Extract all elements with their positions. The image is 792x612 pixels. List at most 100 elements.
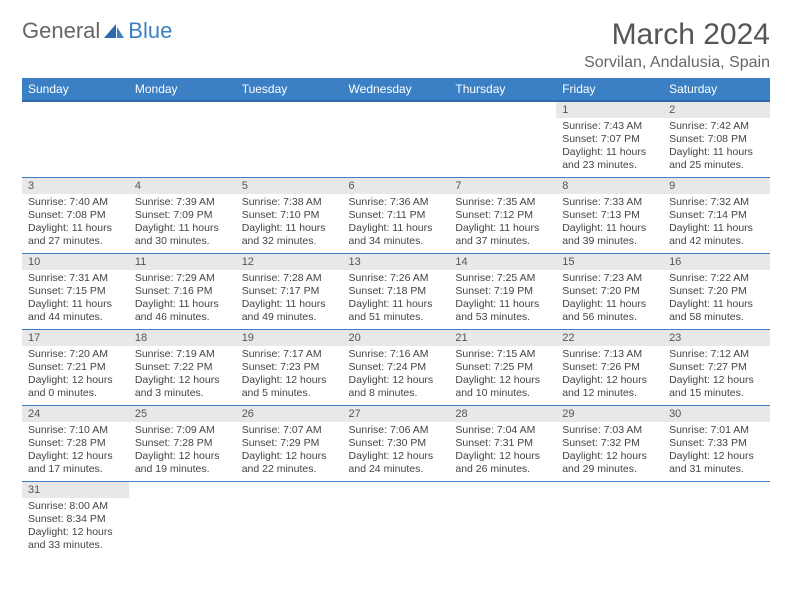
calendar-cell: 4Sunrise: 7:39 AMSunset: 7:09 PMDaylight…	[129, 177, 236, 253]
day-details: Sunrise: 7:06 AMSunset: 7:30 PMDaylight:…	[343, 422, 450, 481]
calendar-cell: 5Sunrise: 7:38 AMSunset: 7:10 PMDaylight…	[236, 177, 343, 253]
calendar-cell: 24Sunrise: 7:10 AMSunset: 7:28 PMDayligh…	[22, 405, 129, 481]
day-details: Sunrise: 7:04 AMSunset: 7:31 PMDaylight:…	[449, 422, 556, 481]
calendar-row: 10Sunrise: 7:31 AMSunset: 7:15 PMDayligh…	[22, 253, 770, 329]
day-details: Sunrise: 7:31 AMSunset: 7:15 PMDaylight:…	[22, 270, 129, 329]
day-number: 18	[129, 330, 236, 346]
header: General Blue March 2024 Sorvilan, Andalu…	[22, 18, 770, 72]
day-number: 17	[22, 330, 129, 346]
day-details: Sunrise: 7:26 AMSunset: 7:18 PMDaylight:…	[343, 270, 450, 329]
calendar-cell: 3Sunrise: 7:40 AMSunset: 7:08 PMDaylight…	[22, 177, 129, 253]
day-details: Sunrise: 7:12 AMSunset: 7:27 PMDaylight:…	[663, 346, 770, 405]
day-number: 3	[22, 178, 129, 194]
day-details: Sunrise: 7:03 AMSunset: 7:32 PMDaylight:…	[556, 422, 663, 481]
calendar-row: 3Sunrise: 7:40 AMSunset: 7:08 PMDaylight…	[22, 177, 770, 253]
calendar-cell	[343, 481, 450, 557]
day-number: 25	[129, 406, 236, 422]
calendar-cell: 23Sunrise: 7:12 AMSunset: 7:27 PMDayligh…	[663, 329, 770, 405]
day-number: 28	[449, 406, 556, 422]
calendar-cell: 17Sunrise: 7:20 AMSunset: 7:21 PMDayligh…	[22, 329, 129, 405]
day-details: Sunrise: 7:35 AMSunset: 7:12 PMDaylight:…	[449, 194, 556, 253]
day-number: 9	[663, 178, 770, 194]
day-details: Sunrise: 7:39 AMSunset: 7:09 PMDaylight:…	[129, 194, 236, 253]
weekday-header: Wednesday	[343, 78, 450, 101]
day-details: Sunrise: 7:43 AMSunset: 7:07 PMDaylight:…	[556, 118, 663, 177]
day-number: 26	[236, 406, 343, 422]
day-number: 16	[663, 254, 770, 270]
day-details: Sunrise: 7:22 AMSunset: 7:20 PMDaylight:…	[663, 270, 770, 329]
calendar-cell	[449, 101, 556, 177]
weekday-header: Monday	[129, 78, 236, 101]
day-details: Sunrise: 7:38 AMSunset: 7:10 PMDaylight:…	[236, 194, 343, 253]
calendar-cell: 9Sunrise: 7:32 AMSunset: 7:14 PMDaylight…	[663, 177, 770, 253]
day-number: 29	[556, 406, 663, 422]
day-details: Sunrise: 8:00 AMSunset: 8:34 PMDaylight:…	[22, 498, 129, 557]
calendar-cell: 12Sunrise: 7:28 AMSunset: 7:17 PMDayligh…	[236, 253, 343, 329]
page-title: March 2024	[584, 18, 770, 52]
day-details: Sunrise: 7:32 AMSunset: 7:14 PMDaylight:…	[663, 194, 770, 253]
day-details: Sunrise: 7:40 AMSunset: 7:08 PMDaylight:…	[22, 194, 129, 253]
calendar-cell: 18Sunrise: 7:19 AMSunset: 7:22 PMDayligh…	[129, 329, 236, 405]
calendar-cell	[556, 481, 663, 557]
day-number: 23	[663, 330, 770, 346]
weekday-header: Tuesday	[236, 78, 343, 101]
day-number: 14	[449, 254, 556, 270]
calendar-cell	[129, 101, 236, 177]
calendar-row: 17Sunrise: 7:20 AMSunset: 7:21 PMDayligh…	[22, 329, 770, 405]
calendar-cell: 31Sunrise: 8:00 AMSunset: 8:34 PMDayligh…	[22, 481, 129, 557]
calendar-row: 24Sunrise: 7:10 AMSunset: 7:28 PMDayligh…	[22, 405, 770, 481]
logo-sail-icon	[102, 22, 126, 40]
day-details: Sunrise: 7:36 AMSunset: 7:11 PMDaylight:…	[343, 194, 450, 253]
location: Sorvilan, Andalusia, Spain	[584, 54, 770, 72]
weekday-header: Thursday	[449, 78, 556, 101]
logo: General Blue	[22, 18, 172, 44]
calendar-cell	[343, 101, 450, 177]
calendar-cell: 1Sunrise: 7:43 AMSunset: 7:07 PMDaylight…	[556, 101, 663, 177]
day-number: 13	[343, 254, 450, 270]
logo-word2: Blue	[128, 18, 172, 44]
day-number: 20	[343, 330, 450, 346]
calendar-cell: 7Sunrise: 7:35 AMSunset: 7:12 PMDaylight…	[449, 177, 556, 253]
day-details: Sunrise: 7:15 AMSunset: 7:25 PMDaylight:…	[449, 346, 556, 405]
calendar-cell: 13Sunrise: 7:26 AMSunset: 7:18 PMDayligh…	[343, 253, 450, 329]
weekday-header: Friday	[556, 78, 663, 101]
calendar-cell: 21Sunrise: 7:15 AMSunset: 7:25 PMDayligh…	[449, 329, 556, 405]
calendar-cell	[236, 101, 343, 177]
weekday-header: Saturday	[663, 78, 770, 101]
weekday-header: Sunday	[22, 78, 129, 101]
day-details: Sunrise: 7:42 AMSunset: 7:08 PMDaylight:…	[663, 118, 770, 177]
calendar-cell	[663, 481, 770, 557]
day-number: 24	[22, 406, 129, 422]
calendar-cell	[236, 481, 343, 557]
day-details: Sunrise: 7:10 AMSunset: 7:28 PMDaylight:…	[22, 422, 129, 481]
calendar-cell: 2Sunrise: 7:42 AMSunset: 7:08 PMDaylight…	[663, 101, 770, 177]
calendar-cell	[449, 481, 556, 557]
day-number: 2	[663, 102, 770, 118]
calendar-cell: 10Sunrise: 7:31 AMSunset: 7:15 PMDayligh…	[22, 253, 129, 329]
calendar-cell: 15Sunrise: 7:23 AMSunset: 7:20 PMDayligh…	[556, 253, 663, 329]
day-number: 4	[129, 178, 236, 194]
calendar-cell: 27Sunrise: 7:06 AMSunset: 7:30 PMDayligh…	[343, 405, 450, 481]
day-details: Sunrise: 7:17 AMSunset: 7:23 PMDaylight:…	[236, 346, 343, 405]
day-number: 1	[556, 102, 663, 118]
calendar-row: 31Sunrise: 8:00 AMSunset: 8:34 PMDayligh…	[22, 481, 770, 557]
calendar-cell: 14Sunrise: 7:25 AMSunset: 7:19 PMDayligh…	[449, 253, 556, 329]
day-details: Sunrise: 7:25 AMSunset: 7:19 PMDaylight:…	[449, 270, 556, 329]
calendar-row: 1Sunrise: 7:43 AMSunset: 7:07 PMDaylight…	[22, 101, 770, 177]
day-number: 31	[22, 482, 129, 498]
calendar-cell: 20Sunrise: 7:16 AMSunset: 7:24 PMDayligh…	[343, 329, 450, 405]
calendar-cell: 26Sunrise: 7:07 AMSunset: 7:29 PMDayligh…	[236, 405, 343, 481]
day-details: Sunrise: 7:28 AMSunset: 7:17 PMDaylight:…	[236, 270, 343, 329]
day-number: 15	[556, 254, 663, 270]
day-number: 7	[449, 178, 556, 194]
day-details: Sunrise: 7:19 AMSunset: 7:22 PMDaylight:…	[129, 346, 236, 405]
title-block: March 2024 Sorvilan, Andalusia, Spain	[584, 18, 770, 72]
calendar-cell: 6Sunrise: 7:36 AMSunset: 7:11 PMDaylight…	[343, 177, 450, 253]
calendar-cell: 25Sunrise: 7:09 AMSunset: 7:28 PMDayligh…	[129, 405, 236, 481]
day-details: Sunrise: 7:09 AMSunset: 7:28 PMDaylight:…	[129, 422, 236, 481]
day-details: Sunrise: 7:16 AMSunset: 7:24 PMDaylight:…	[343, 346, 450, 405]
day-details: Sunrise: 7:29 AMSunset: 7:16 PMDaylight:…	[129, 270, 236, 329]
day-number: 30	[663, 406, 770, 422]
day-number: 21	[449, 330, 556, 346]
calendar-cell: 19Sunrise: 7:17 AMSunset: 7:23 PMDayligh…	[236, 329, 343, 405]
